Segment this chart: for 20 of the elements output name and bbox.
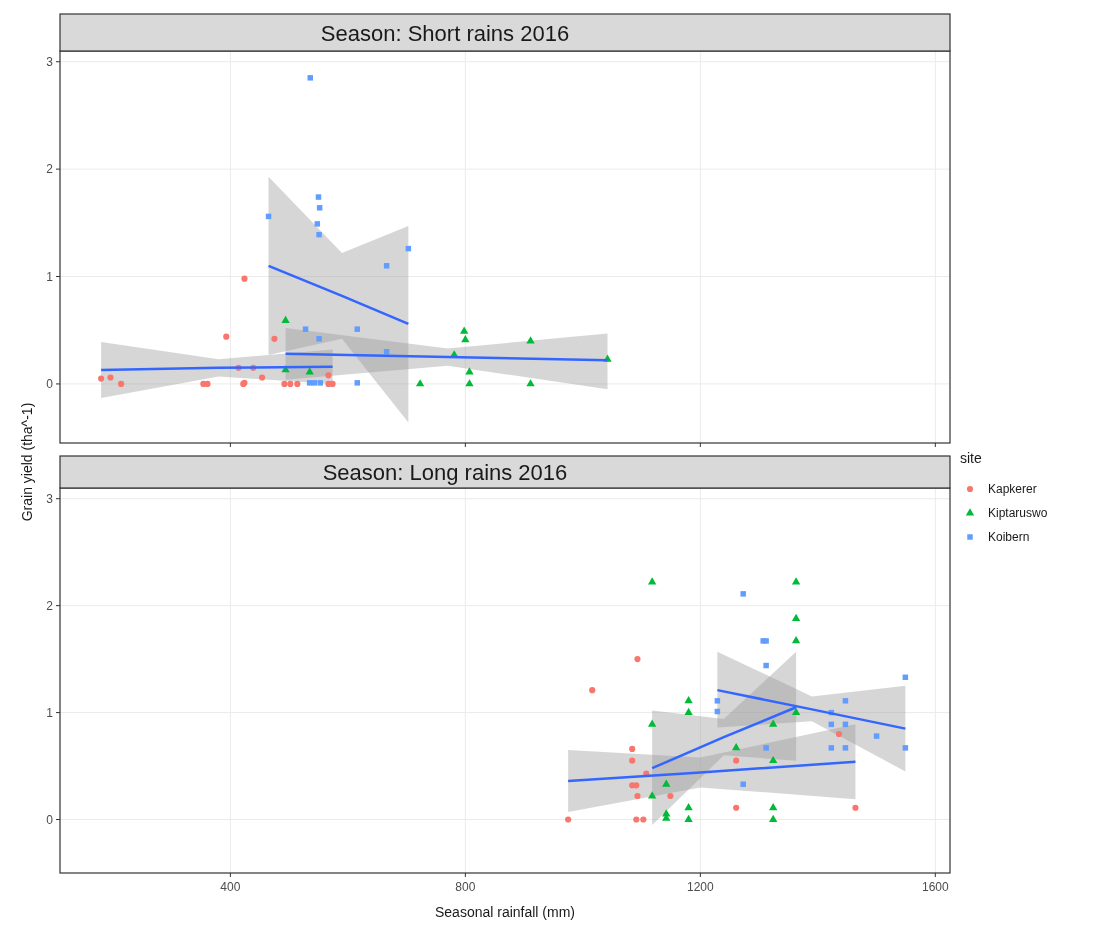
y-tick-label: 1: [46, 705, 54, 720]
x-tick-label: 1200: [686, 880, 714, 894]
legend-label: Koibern: [988, 530, 1030, 544]
y-tick-label: 3: [46, 54, 54, 69]
y-tick-label: 0: [46, 812, 54, 827]
legend-label: Kapkerer: [988, 482, 1037, 496]
y-tick-label: 0: [46, 376, 54, 391]
y-tick-label: 3: [46, 491, 54, 506]
y-tick-label: 2: [46, 162, 54, 177]
x-axis-title: Seasonal rainfall (mm): [434, 904, 576, 920]
y-tick-label: 1: [46, 269, 54, 284]
chart-title: Season: Long rains 2016: [322, 460, 568, 485]
legend-title: site: [960, 450, 982, 466]
legend-label: Kiptaruswo: [988, 506, 1048, 520]
x-tick-label: 1600: [921, 880, 949, 894]
x-tick-label: 400: [220, 880, 241, 894]
y-tick-label: 2: [46, 598, 54, 613]
chart-title: Season: Short rains 2016: [320, 20, 570, 46]
x-tick-label: 800: [455, 880, 476, 894]
y-axis-title: Grain yield (tha^-1): [19, 402, 35, 522]
